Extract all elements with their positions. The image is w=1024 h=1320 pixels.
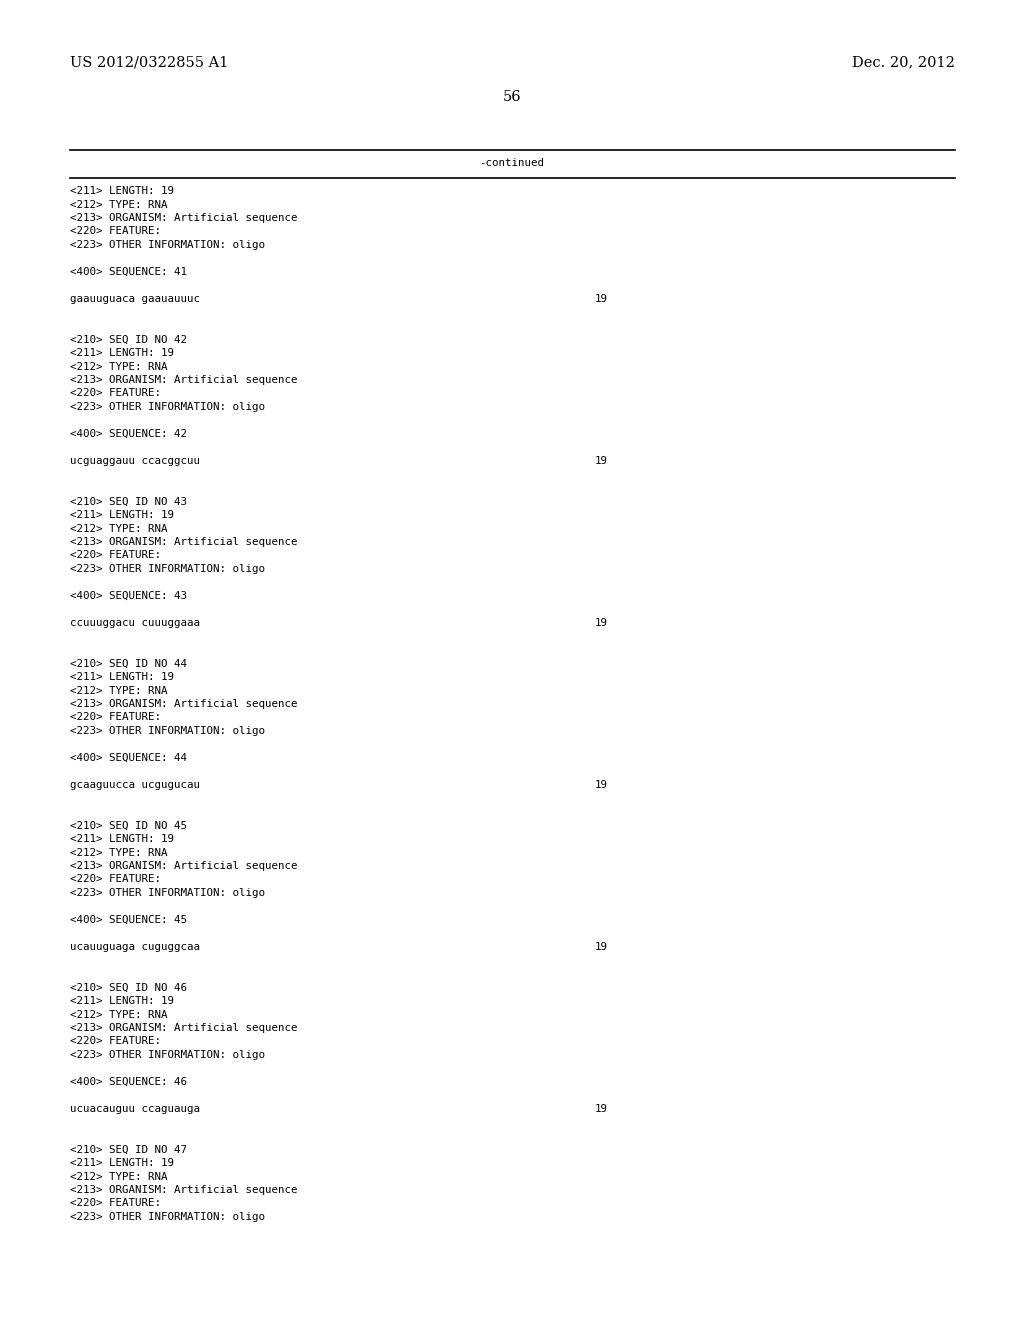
Text: <210> SEQ ID NO 42: <210> SEQ ID NO 42 bbox=[70, 334, 187, 345]
Text: <400> SEQUENCE: 44: <400> SEQUENCE: 44 bbox=[70, 752, 187, 763]
Text: <223> OTHER INFORMATION: oligo: <223> OTHER INFORMATION: oligo bbox=[70, 1049, 265, 1060]
Text: <223> OTHER INFORMATION: oligo: <223> OTHER INFORMATION: oligo bbox=[70, 240, 265, 249]
Text: 19: 19 bbox=[595, 942, 608, 952]
Text: 56: 56 bbox=[503, 90, 521, 104]
Text: <211> LENGTH: 19: <211> LENGTH: 19 bbox=[70, 510, 174, 520]
Text: <212> TYPE: RNA: <212> TYPE: RNA bbox=[70, 524, 168, 533]
Text: <210> SEQ ID NO 43: <210> SEQ ID NO 43 bbox=[70, 496, 187, 507]
Text: ucuacauguu ccaguauga: ucuacauguu ccaguauga bbox=[70, 1104, 200, 1114]
Text: <211> LENGTH: 19: <211> LENGTH: 19 bbox=[70, 186, 174, 195]
Text: -continued: -continued bbox=[479, 158, 545, 168]
Text: <220> FEATURE:: <220> FEATURE: bbox=[70, 388, 161, 399]
Text: gcaaguucca ucgugucau: gcaaguucca ucgugucau bbox=[70, 780, 200, 789]
Text: <212> TYPE: RNA: <212> TYPE: RNA bbox=[70, 362, 168, 371]
Text: 19: 19 bbox=[595, 618, 608, 628]
Text: <212> TYPE: RNA: <212> TYPE: RNA bbox=[70, 685, 168, 696]
Text: <210> SEQ ID NO 47: <210> SEQ ID NO 47 bbox=[70, 1144, 187, 1155]
Text: <220> FEATURE:: <220> FEATURE: bbox=[70, 1199, 161, 1209]
Text: US 2012/0322855 A1: US 2012/0322855 A1 bbox=[70, 55, 228, 69]
Text: ccuuuggacu cuuuggaaa: ccuuuggacu cuuuggaaa bbox=[70, 618, 200, 628]
Text: 19: 19 bbox=[595, 294, 608, 304]
Text: <223> OTHER INFORMATION: oligo: <223> OTHER INFORMATION: oligo bbox=[70, 564, 265, 574]
Text: gaauuguaca gaauauuuc: gaauuguaca gaauauuuc bbox=[70, 294, 200, 304]
Text: <400> SEQUENCE: 42: <400> SEQUENCE: 42 bbox=[70, 429, 187, 440]
Text: <400> SEQUENCE: 41: <400> SEQUENCE: 41 bbox=[70, 267, 187, 277]
Text: <223> OTHER INFORMATION: oligo: <223> OTHER INFORMATION: oligo bbox=[70, 1212, 265, 1222]
Text: <400> SEQUENCE: 43: <400> SEQUENCE: 43 bbox=[70, 591, 187, 601]
Text: 19: 19 bbox=[595, 455, 608, 466]
Text: <211> LENGTH: 19: <211> LENGTH: 19 bbox=[70, 834, 174, 843]
Text: <220> FEATURE:: <220> FEATURE: bbox=[70, 1036, 161, 1047]
Text: <213> ORGANISM: Artificial sequence: <213> ORGANISM: Artificial sequence bbox=[70, 1185, 298, 1195]
Text: <211> LENGTH: 19: <211> LENGTH: 19 bbox=[70, 1158, 174, 1168]
Text: <212> TYPE: RNA: <212> TYPE: RNA bbox=[70, 1010, 168, 1019]
Text: ucguaggauu ccacggcuu: ucguaggauu ccacggcuu bbox=[70, 455, 200, 466]
Text: <212> TYPE: RNA: <212> TYPE: RNA bbox=[70, 1172, 168, 1181]
Text: <213> ORGANISM: Artificial sequence: <213> ORGANISM: Artificial sequence bbox=[70, 861, 298, 871]
Text: <210> SEQ ID NO 46: <210> SEQ ID NO 46 bbox=[70, 982, 187, 993]
Text: <220> FEATURE:: <220> FEATURE: bbox=[70, 227, 161, 236]
Text: <400> SEQUENCE: 46: <400> SEQUENCE: 46 bbox=[70, 1077, 187, 1086]
Text: <211> LENGTH: 19: <211> LENGTH: 19 bbox=[70, 672, 174, 682]
Text: <220> FEATURE:: <220> FEATURE: bbox=[70, 713, 161, 722]
Text: ucauuguaga cuguggcaa: ucauuguaga cuguggcaa bbox=[70, 942, 200, 952]
Text: <223> OTHER INFORMATION: oligo: <223> OTHER INFORMATION: oligo bbox=[70, 888, 265, 898]
Text: 19: 19 bbox=[595, 780, 608, 789]
Text: <400> SEQUENCE: 45: <400> SEQUENCE: 45 bbox=[70, 915, 187, 925]
Text: <210> SEQ ID NO 45: <210> SEQ ID NO 45 bbox=[70, 821, 187, 830]
Text: <210> SEQ ID NO 44: <210> SEQ ID NO 44 bbox=[70, 659, 187, 668]
Text: <212> TYPE: RNA: <212> TYPE: RNA bbox=[70, 199, 168, 210]
Text: <220> FEATURE:: <220> FEATURE: bbox=[70, 550, 161, 561]
Text: <223> OTHER INFORMATION: oligo: <223> OTHER INFORMATION: oligo bbox=[70, 726, 265, 737]
Text: <220> FEATURE:: <220> FEATURE: bbox=[70, 874, 161, 884]
Text: <213> ORGANISM: Artificial sequence: <213> ORGANISM: Artificial sequence bbox=[70, 375, 298, 385]
Text: <223> OTHER INFORMATION: oligo: <223> OTHER INFORMATION: oligo bbox=[70, 403, 265, 412]
Text: Dec. 20, 2012: Dec. 20, 2012 bbox=[852, 55, 955, 69]
Text: <212> TYPE: RNA: <212> TYPE: RNA bbox=[70, 847, 168, 858]
Text: <213> ORGANISM: Artificial sequence: <213> ORGANISM: Artificial sequence bbox=[70, 537, 298, 546]
Text: <211> LENGTH: 19: <211> LENGTH: 19 bbox=[70, 348, 174, 358]
Text: <213> ORGANISM: Artificial sequence: <213> ORGANISM: Artificial sequence bbox=[70, 1023, 298, 1034]
Text: <213> ORGANISM: Artificial sequence: <213> ORGANISM: Artificial sequence bbox=[70, 700, 298, 709]
Text: <211> LENGTH: 19: <211> LENGTH: 19 bbox=[70, 997, 174, 1006]
Text: <213> ORGANISM: Artificial sequence: <213> ORGANISM: Artificial sequence bbox=[70, 213, 298, 223]
Text: 19: 19 bbox=[595, 1104, 608, 1114]
